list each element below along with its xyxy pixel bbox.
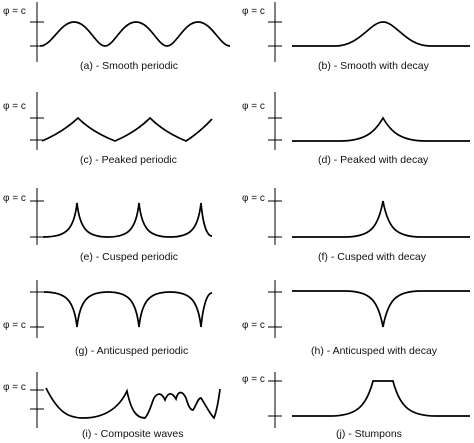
panel-d: [268, 92, 470, 150]
wave-curve: [43, 291, 213, 328]
panel-h: [268, 280, 470, 338]
wave-curve: [39, 21, 231, 47]
caption-c: (c) - Peaked periodic: [80, 154, 177, 166]
wave-curve: [45, 387, 221, 420]
axis-label-g: φ = c: [3, 320, 26, 331]
panel-e: [30, 188, 213, 245]
caption-d: (d) - Peaked with decay: [318, 154, 429, 166]
axis-label-c: φ = c: [3, 101, 26, 112]
wave-curve: [292, 200, 470, 238]
wave-curve: [42, 202, 213, 238]
panel-j: [268, 372, 470, 428]
axis-label-j: φ = c: [242, 374, 265, 385]
panel-i: [30, 372, 221, 428]
axis-label-e: φ = c: [3, 193, 26, 204]
panel-g: [30, 280, 213, 338]
panel-b: [268, 2, 470, 62]
axis-label-h: φ = c: [242, 320, 265, 331]
caption-g: (g) - Anticusped periodic: [75, 345, 189, 357]
wave-curve: [292, 21, 470, 47]
wave-curve: [292, 380, 470, 417]
axis-label-b: φ = c: [242, 6, 265, 17]
caption-e: (e) - Cusped periodic: [80, 251, 179, 263]
panel-f: [268, 188, 470, 245]
caption-a: (a) - Smooth periodic: [80, 60, 179, 72]
caption-f: (f) - Cusped with decay: [318, 251, 426, 263]
caption-j: (j) - Stumpons: [336, 428, 402, 440]
caption-b: (b) - Smooth with decay: [318, 60, 429, 72]
axis-label-a: φ = c: [3, 6, 26, 17]
caption-h: (h) - Anticusped with decay: [311, 345, 438, 357]
panel-c: [30, 92, 213, 150]
caption-i: (i) - Composite waves: [82, 428, 184, 440]
wave-curve: [292, 116, 470, 142]
axis-label-i: φ = c: [3, 382, 26, 393]
wave-curve: [41, 116, 213, 142]
axis-label-f: φ = c: [242, 193, 265, 204]
wave-curve: [292, 290, 470, 328]
panel-a: [30, 2, 231, 62]
axis-label-d: φ = c: [242, 101, 265, 112]
